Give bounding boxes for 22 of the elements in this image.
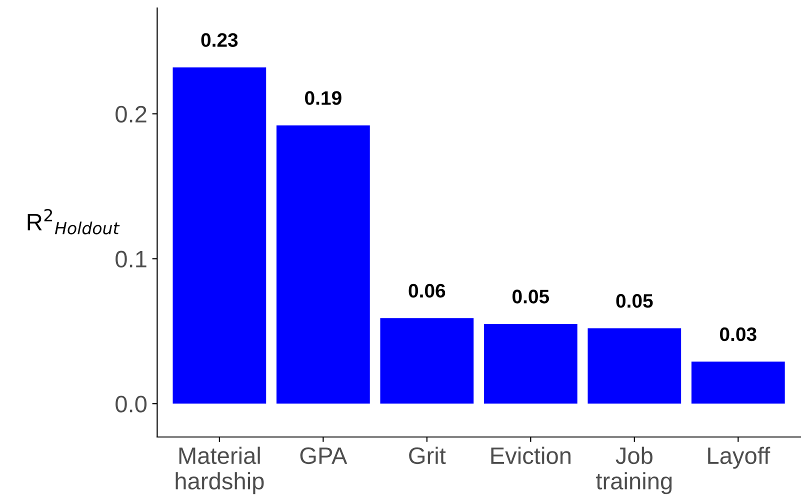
x-tick-label: GPA [300,447,348,464]
bar [276,125,370,404]
data-label: 0.06 [408,284,446,298]
data-label: 0.05 [616,294,653,308]
bar [484,324,578,404]
x-tick-label: Job training [596,446,672,494]
x-tick-label: Layoff [708,446,770,469]
bar [380,318,474,404]
y-axis-title: R$^{2}$$_{Holdout}$ [28,208,120,234]
y-tick-label: 0.2 [116,106,146,123]
y-tick-label: 0.0 [116,396,147,412]
data-label: 0.05 [512,290,550,304]
data-label: 0.19 [305,91,342,105]
x-tick-label: Material hardship [176,446,264,494]
x-tick-label: Eviction [491,446,570,464]
data-label: 0.03 [720,327,756,342]
bar [172,67,266,404]
y-tick-label: 0.1 [116,250,146,268]
bar [691,362,785,404]
data-label: 0.23 [201,33,238,47]
x-tick-label: Grit [409,446,446,464]
bar [588,328,682,404]
